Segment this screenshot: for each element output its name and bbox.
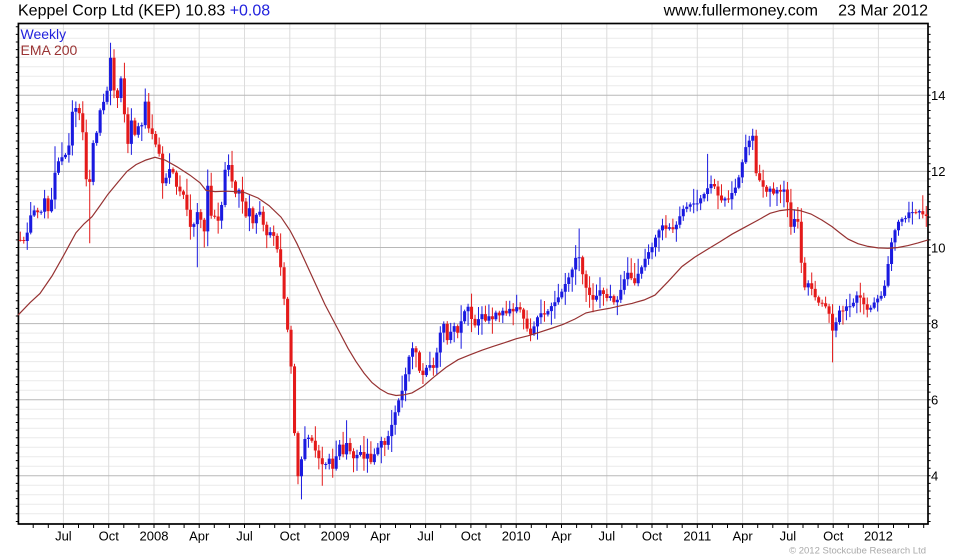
svg-text:8: 8 <box>931 316 938 331</box>
svg-text:Keppel Corp Ltd (KEP) 10.83 +0: Keppel Corp Ltd (KEP) 10.83 +0.08 <box>18 2 270 19</box>
svg-text:14: 14 <box>931 88 945 103</box>
svg-text:Apr: Apr <box>732 529 753 544</box>
svg-text:Jul: Jul <box>780 529 797 544</box>
svg-text:Jul: Jul <box>417 529 434 544</box>
svg-text:2011: 2011 <box>683 529 711 544</box>
svg-text:© 2012 Stockcube Research Ltd: © 2012 Stockcube Research Ltd <box>789 546 926 557</box>
svg-text:Oct: Oct <box>461 529 482 544</box>
svg-text:Apr: Apr <box>370 529 391 544</box>
svg-text:EMA 200: EMA 200 <box>21 42 78 58</box>
svg-text:www.fullermoney.com: www.fullermoney.com <box>663 2 818 19</box>
svg-text:2008: 2008 <box>140 529 169 544</box>
svg-text:Oct: Oct <box>99 529 120 544</box>
svg-text:10: 10 <box>931 240 945 255</box>
svg-text:Oct: Oct <box>642 529 663 544</box>
svg-text:6: 6 <box>931 393 938 408</box>
svg-text:Jul: Jul <box>236 529 253 544</box>
svg-text:2010: 2010 <box>502 529 531 544</box>
svg-text:Jul: Jul <box>55 529 72 544</box>
svg-text:Apr: Apr <box>189 529 210 544</box>
svg-text:Jul: Jul <box>598 529 615 544</box>
svg-text:12: 12 <box>931 164 945 179</box>
svg-text:2012: 2012 <box>864 529 893 544</box>
svg-text:23 Mar 2012: 23 Mar 2012 <box>838 2 928 19</box>
svg-text:Apr: Apr <box>551 529 572 544</box>
svg-text:Weekly: Weekly <box>21 26 67 42</box>
svg-text:4: 4 <box>931 469 938 484</box>
svg-text:Oct: Oct <box>823 529 844 544</box>
svg-text:Oct: Oct <box>280 529 301 544</box>
svg-text:2009: 2009 <box>321 529 350 544</box>
